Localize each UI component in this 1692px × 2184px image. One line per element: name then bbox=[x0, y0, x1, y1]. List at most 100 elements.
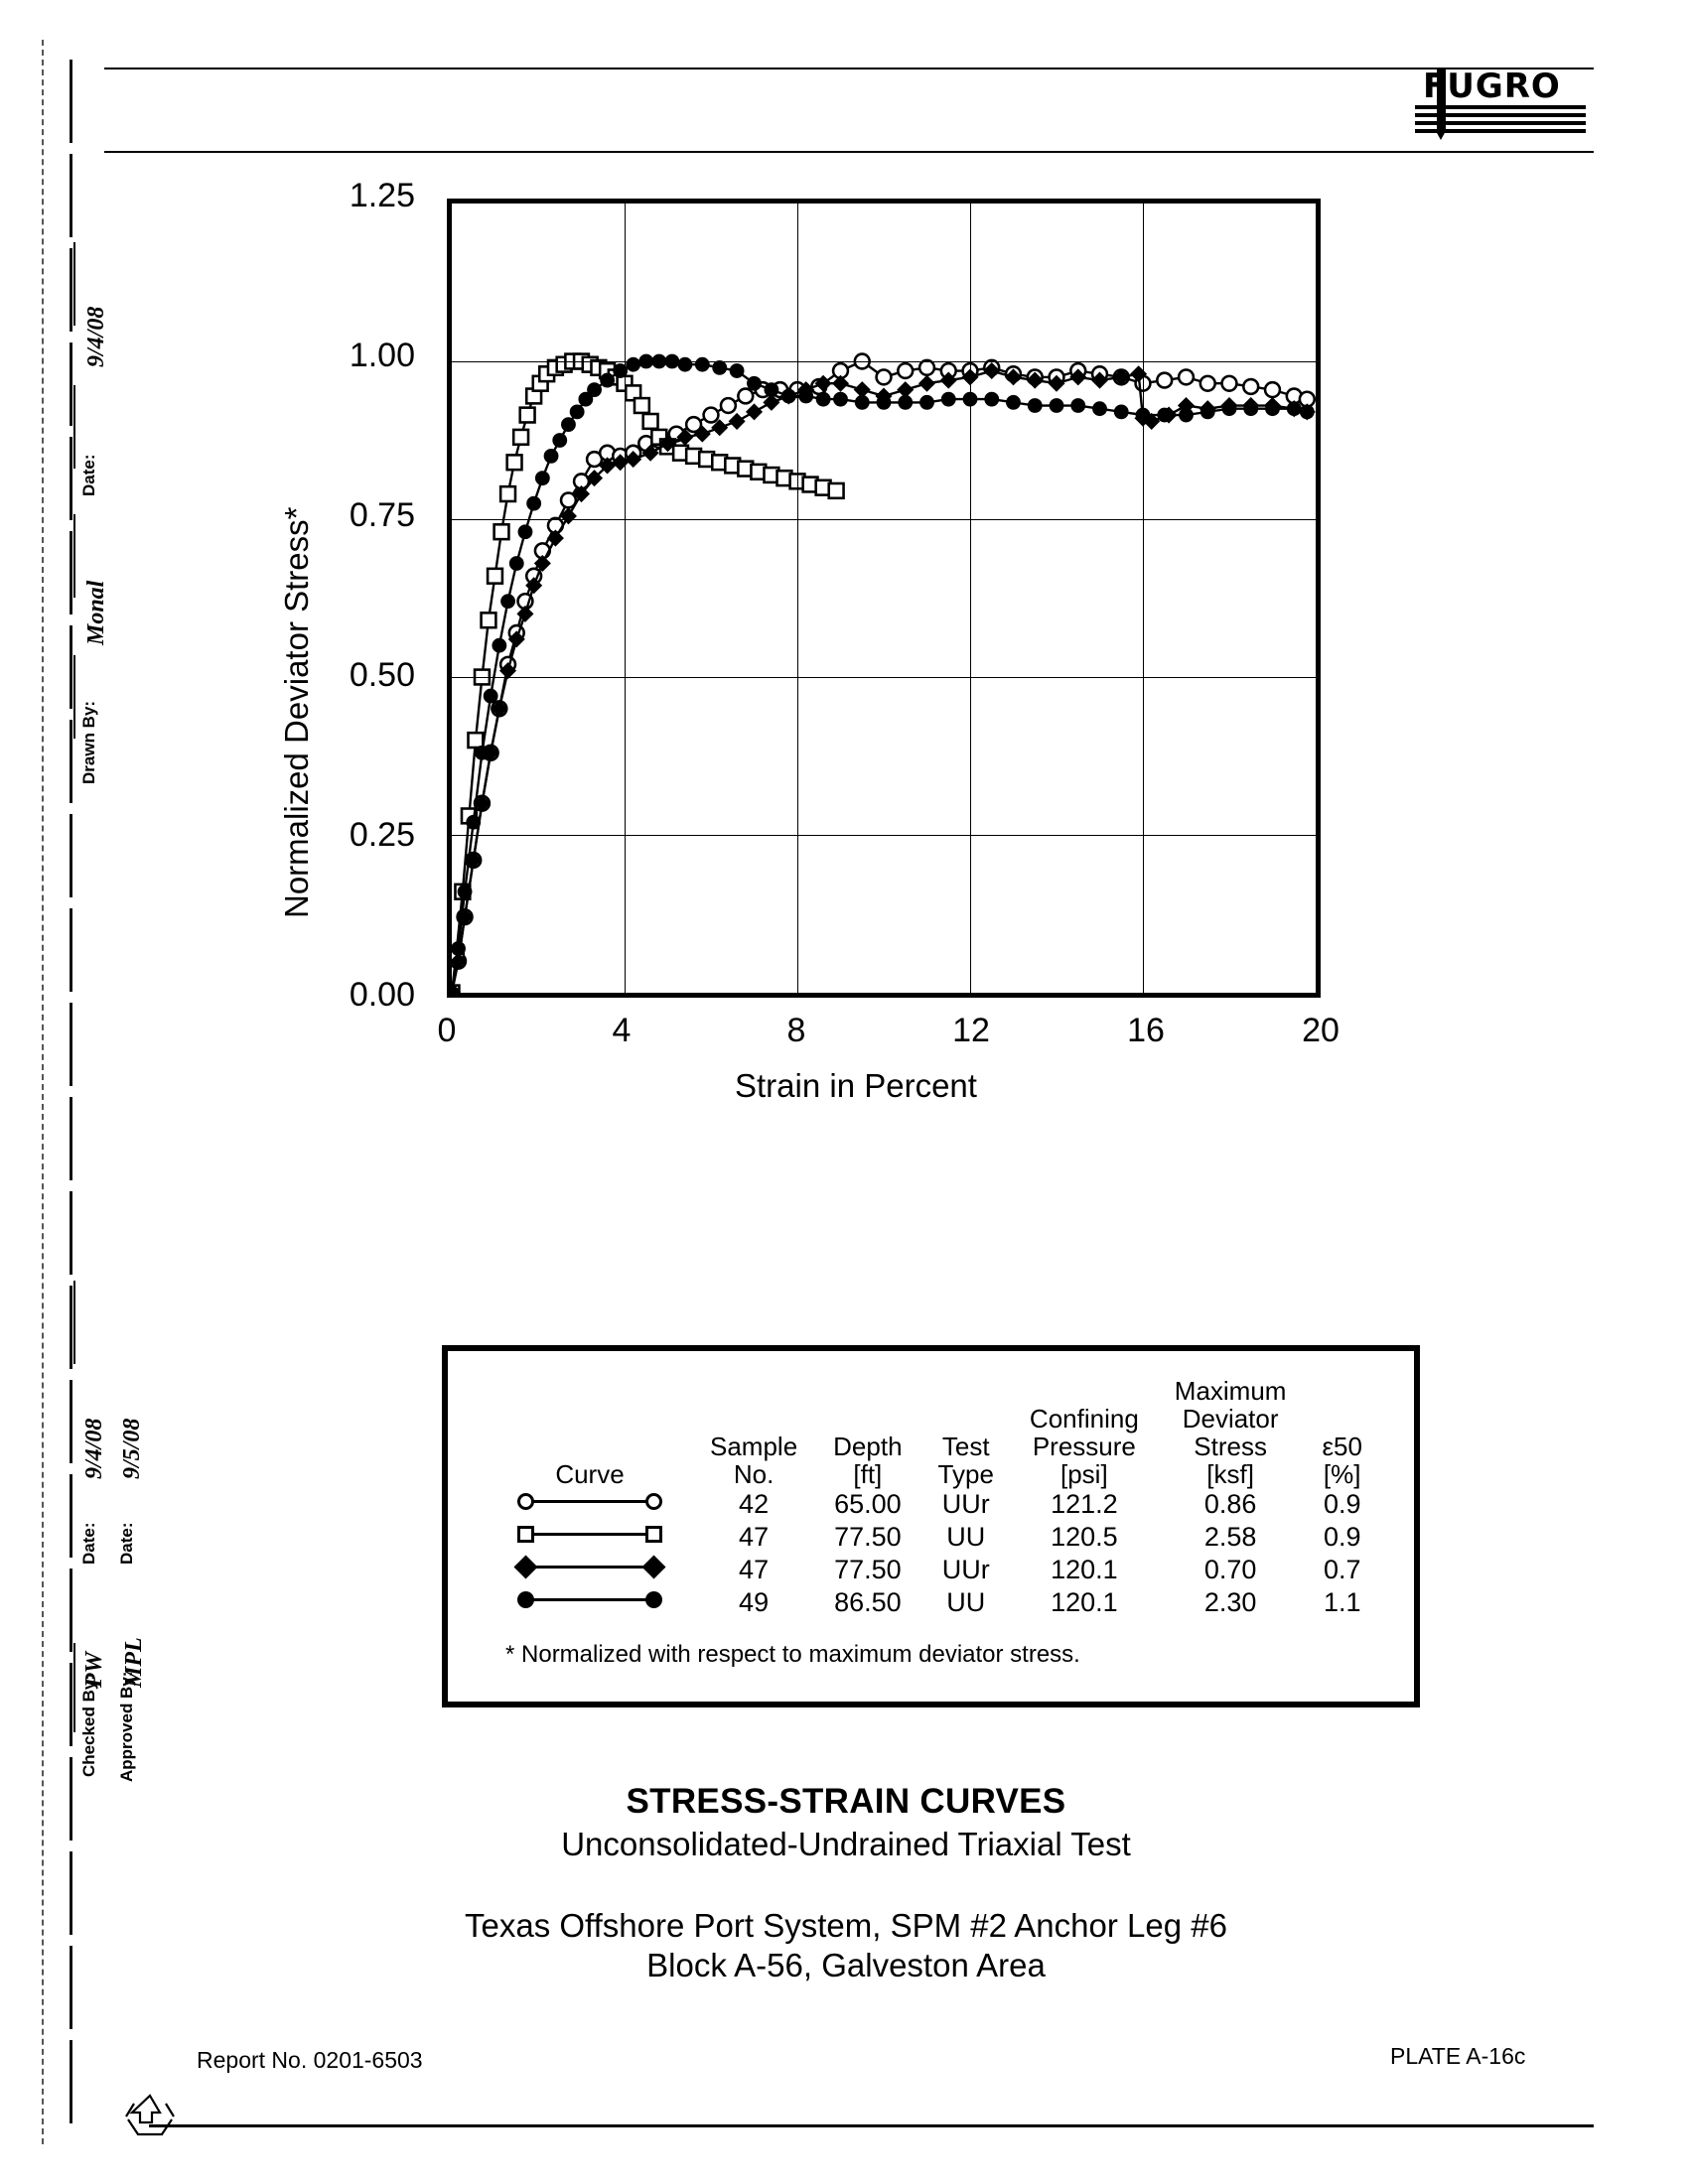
col-header-sample-no: Sample No. bbox=[710, 1432, 798, 1490]
table-row: 42 65.00 UUr 121.2 0.86 0.9 bbox=[488, 1488, 1380, 1521]
checked-date-rule bbox=[73, 1281, 75, 1364]
curve-symbol-line bbox=[525, 1598, 652, 1602]
data-point-circle-fill bbox=[694, 356, 710, 372]
data-point-square-open bbox=[493, 523, 510, 541]
x-axis-label: Strain in Percent bbox=[735, 1067, 977, 1104]
data-point-circle-fill bbox=[600, 372, 616, 388]
cell-sample-no: 47 bbox=[739, 1522, 770, 1553]
data-point-circle-fill bbox=[764, 382, 779, 398]
data-point-circle-open bbox=[684, 415, 703, 434]
data-point-circle-fill bbox=[712, 359, 728, 375]
cell-test-type: UUr bbox=[941, 1555, 990, 1585]
checked-by-label: Checked By: bbox=[79, 1675, 98, 1777]
y-tick-label: 1.00 bbox=[349, 337, 415, 374]
data-point-diamond-fill bbox=[745, 403, 764, 421]
data-point-circle-fill bbox=[1199, 404, 1215, 420]
data-point-diamond-fill bbox=[658, 435, 677, 453]
data-point-square-open bbox=[498, 484, 517, 503]
cell-sample-no: 47 bbox=[739, 1555, 770, 1585]
data-point-diamond-fill bbox=[612, 454, 630, 472]
curve-symbol-marker-right bbox=[645, 1591, 662, 1609]
data-point-diamond-fill bbox=[1048, 374, 1065, 392]
curve-symbol-marker-left bbox=[517, 1526, 534, 1544]
col-header-confining-pressure: Confining Pressure [psi] bbox=[1029, 1404, 1139, 1490]
data-point-diamond-fill bbox=[1090, 371, 1109, 389]
data-point-circle-fill bbox=[492, 637, 507, 653]
data-point-diamond-fill bbox=[533, 555, 551, 573]
footer-rule bbox=[149, 2124, 1594, 2127]
data-point-diamond-fill bbox=[853, 381, 871, 399]
data-point-circle-open bbox=[1263, 380, 1282, 399]
y-tick-label: 0.50 bbox=[349, 656, 415, 694]
drawn-by-signature-rule bbox=[73, 514, 75, 598]
binding-margin-ticks bbox=[70, 60, 75, 2124]
cell-depth: 86.50 bbox=[834, 1587, 902, 1618]
data-point-circle-fill bbox=[1179, 407, 1194, 423]
plate-subtitle: Unconsolidated-Undrained Triaxial Test bbox=[561, 1826, 1131, 1862]
gridline-horizontal bbox=[452, 361, 1316, 362]
data-point-diamond-fill bbox=[831, 374, 850, 392]
cell-confining-pressure: 121.2 bbox=[1051, 1489, 1118, 1520]
data-point-circle-open bbox=[737, 387, 755, 405]
cell-confining-pressure: 120.1 bbox=[1051, 1587, 1118, 1618]
curve-symbol-marker-left bbox=[513, 1555, 538, 1579]
data-point-circle-fill bbox=[1286, 401, 1302, 417]
data-point-diamond-fill bbox=[728, 412, 746, 430]
data-point-square-open bbox=[511, 428, 530, 447]
data-point-circle-fill bbox=[1157, 407, 1173, 423]
table-header-row: Curve Sample No. Depth [ft] Test Type bbox=[488, 1377, 1380, 1488]
data-point-circle-fill bbox=[984, 391, 1000, 407]
data-point-diamond-fill bbox=[814, 374, 832, 392]
data-point-circle-fill bbox=[1113, 404, 1129, 420]
data-point-circle-fill bbox=[517, 524, 533, 540]
legend-curve-symbol bbox=[488, 1586, 692, 1619]
recycle-icon bbox=[125, 2094, 175, 2136]
data-point-circle-fill bbox=[543, 448, 559, 464]
data-point-circle-fill bbox=[1221, 401, 1237, 417]
data-point-circle-open bbox=[1242, 377, 1260, 396]
data-point-circle-fill bbox=[526, 495, 542, 511]
data-point-circle-fill bbox=[466, 814, 482, 830]
checked-date-label: Date: bbox=[79, 1522, 98, 1565]
cell-confining-pressure: 120.1 bbox=[1051, 1555, 1118, 1585]
data-point-circle-open bbox=[897, 361, 915, 380]
data-point-circle-fill bbox=[475, 745, 490, 760]
legend-footnote: * Normalized with respect to maximum dev… bbox=[505, 1641, 1080, 1668]
data-point-circle-fill bbox=[1243, 401, 1259, 417]
data-point-circle-fill bbox=[1265, 401, 1280, 417]
cell-max-deviator-stress: 0.86 bbox=[1203, 1489, 1257, 1520]
data-point-square-open bbox=[633, 396, 651, 415]
curve-symbol-marker-left bbox=[517, 1591, 534, 1609]
data-point-diamond-fill bbox=[572, 485, 591, 503]
x-tick-label: 20 bbox=[1302, 1012, 1340, 1049]
cell-max-deviator-stress: 2.58 bbox=[1203, 1522, 1257, 1553]
data-point-square-open bbox=[480, 612, 497, 629]
cell-e50: 0.9 bbox=[1323, 1522, 1361, 1553]
data-point-circle-fill bbox=[780, 388, 796, 404]
drawn-date-rule bbox=[73, 385, 75, 469]
data-point-circle-fill bbox=[569, 404, 585, 420]
data-point-square-open bbox=[486, 567, 504, 585]
data-point-circle-fill bbox=[1006, 394, 1021, 410]
table-row: 49 86.50 UU 120.1 2.30 1.1 bbox=[488, 1586, 1380, 1619]
data-point-diamond-fill bbox=[546, 529, 564, 547]
fugro-logo-bars bbox=[1415, 105, 1586, 139]
data-point-diamond-fill bbox=[897, 381, 915, 399]
data-point-circle-fill bbox=[1092, 401, 1107, 417]
plate-number: PLATE A-16c bbox=[1390, 2043, 1526, 2069]
y-axis-label: Normalized Deviator Stress* bbox=[278, 506, 315, 918]
data-point-circle-open bbox=[702, 406, 720, 424]
gridline-vertical bbox=[797, 204, 798, 993]
data-point-circle-fill bbox=[898, 394, 914, 410]
data-point-circle-fill bbox=[1049, 398, 1064, 413]
drawn-by-label: Drawn By: bbox=[79, 700, 98, 784]
col-header-depth: Depth [ft] bbox=[833, 1432, 903, 1490]
cell-max-deviator-stress: 0.70 bbox=[1203, 1555, 1257, 1585]
curve-symbol-circle-fill bbox=[515, 1589, 664, 1611]
col-header-e50: ε50 [%] bbox=[1322, 1432, 1362, 1490]
data-point-circle-open bbox=[1198, 374, 1216, 392]
data-point-square-open bbox=[467, 731, 485, 750]
approved-by-label: Approved By: bbox=[117, 1671, 136, 1782]
table-row: 47 77.50 UU 120.5 2.58 0.9 bbox=[488, 1521, 1380, 1554]
data-point-circle-fill bbox=[1299, 404, 1315, 420]
